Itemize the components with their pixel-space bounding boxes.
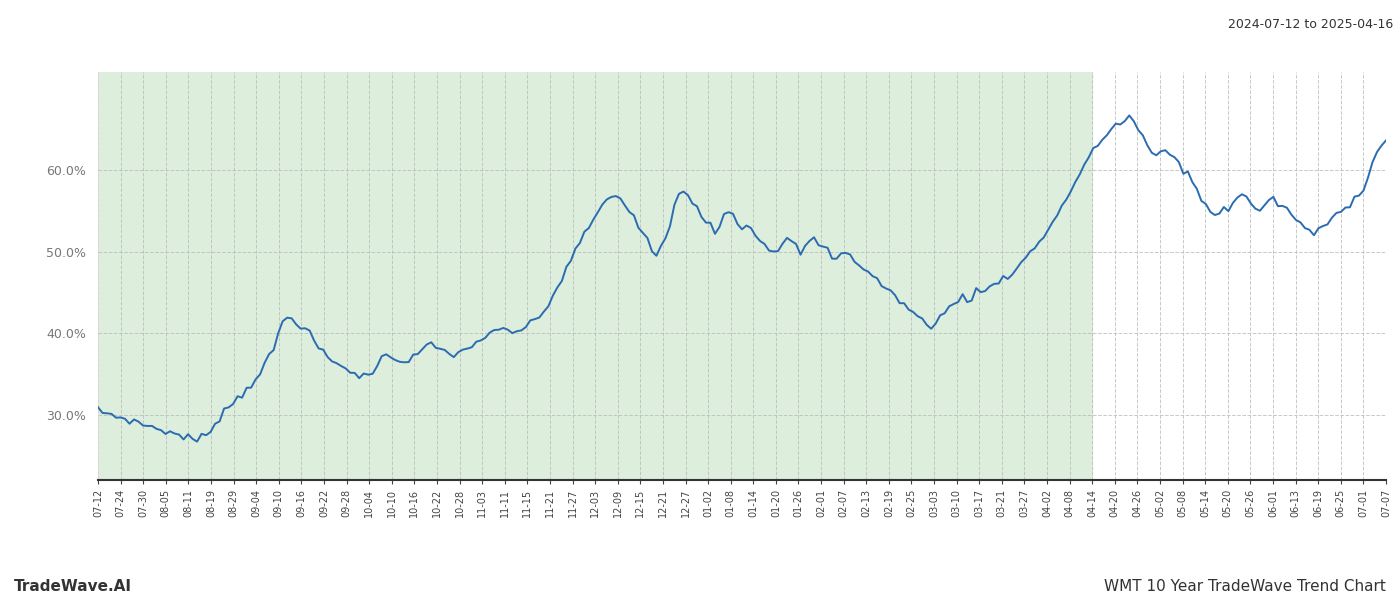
- Text: TradeWave.AI: TradeWave.AI: [14, 579, 132, 594]
- Bar: [98, 72, 1092, 480]
- Text: 2024-07-12 to 2025-04-16: 2024-07-12 to 2025-04-16: [1228, 18, 1393, 31]
- Text: WMT 10 Year TradeWave Trend Chart: WMT 10 Year TradeWave Trend Chart: [1105, 579, 1386, 594]
